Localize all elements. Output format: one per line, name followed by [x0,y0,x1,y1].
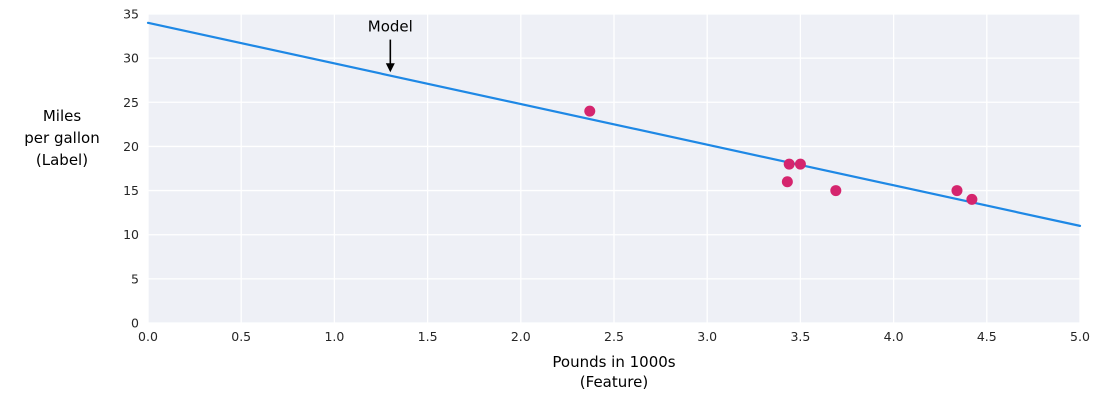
y-tick-label-3: 15 [123,183,139,198]
data-point-0 [584,105,596,117]
data-point-4 [830,185,842,197]
y-tick-label-5: 25 [123,95,139,110]
y-tick-label-4: 20 [123,139,139,154]
y-tick-label-1: 5 [131,271,139,286]
model-annotation-label: Model [368,17,413,35]
model-annotation-arrow-head [385,63,395,73]
x-tick-label-7: 3.5 [790,329,810,344]
y-tick-label-0: 0 [131,316,139,331]
model-line [146,21,1082,227]
y-tick-label-2: 10 [123,227,139,242]
data-point-6 [966,193,978,205]
x-tick-label-6: 3.0 [697,329,717,344]
x-tick-label-5: 2.5 [604,329,624,344]
data-point-1 [783,158,795,170]
y-axis-label-line-1: per gallon [24,129,99,147]
x-tick-label-10: 5.0 [1070,329,1090,344]
x-tick-label-4: 2.0 [511,329,531,344]
x-tick-label-2: 1.0 [324,329,344,344]
data-point-5 [951,185,963,197]
y-tick-label-7: 35 [123,7,139,22]
y-axis-label-line-0: Miles [43,107,82,125]
x-tick-label-8: 4.0 [884,329,904,344]
x-tick-label-0: 0.0 [138,329,158,344]
x-tick-label-3: 1.5 [418,329,438,344]
x-tick-label-1: 0.5 [231,329,251,344]
data-point-2 [794,158,806,170]
x-tick-label-9: 4.5 [977,329,997,344]
y-axis-label-line-2: (Label) [36,151,88,169]
y-tick-label-6: 30 [123,51,139,66]
data-point-3 [781,176,793,188]
x-axis-label-line-0: Pounds in 1000s [552,353,675,371]
x-axis-label-line-1: (Feature) [580,373,648,391]
